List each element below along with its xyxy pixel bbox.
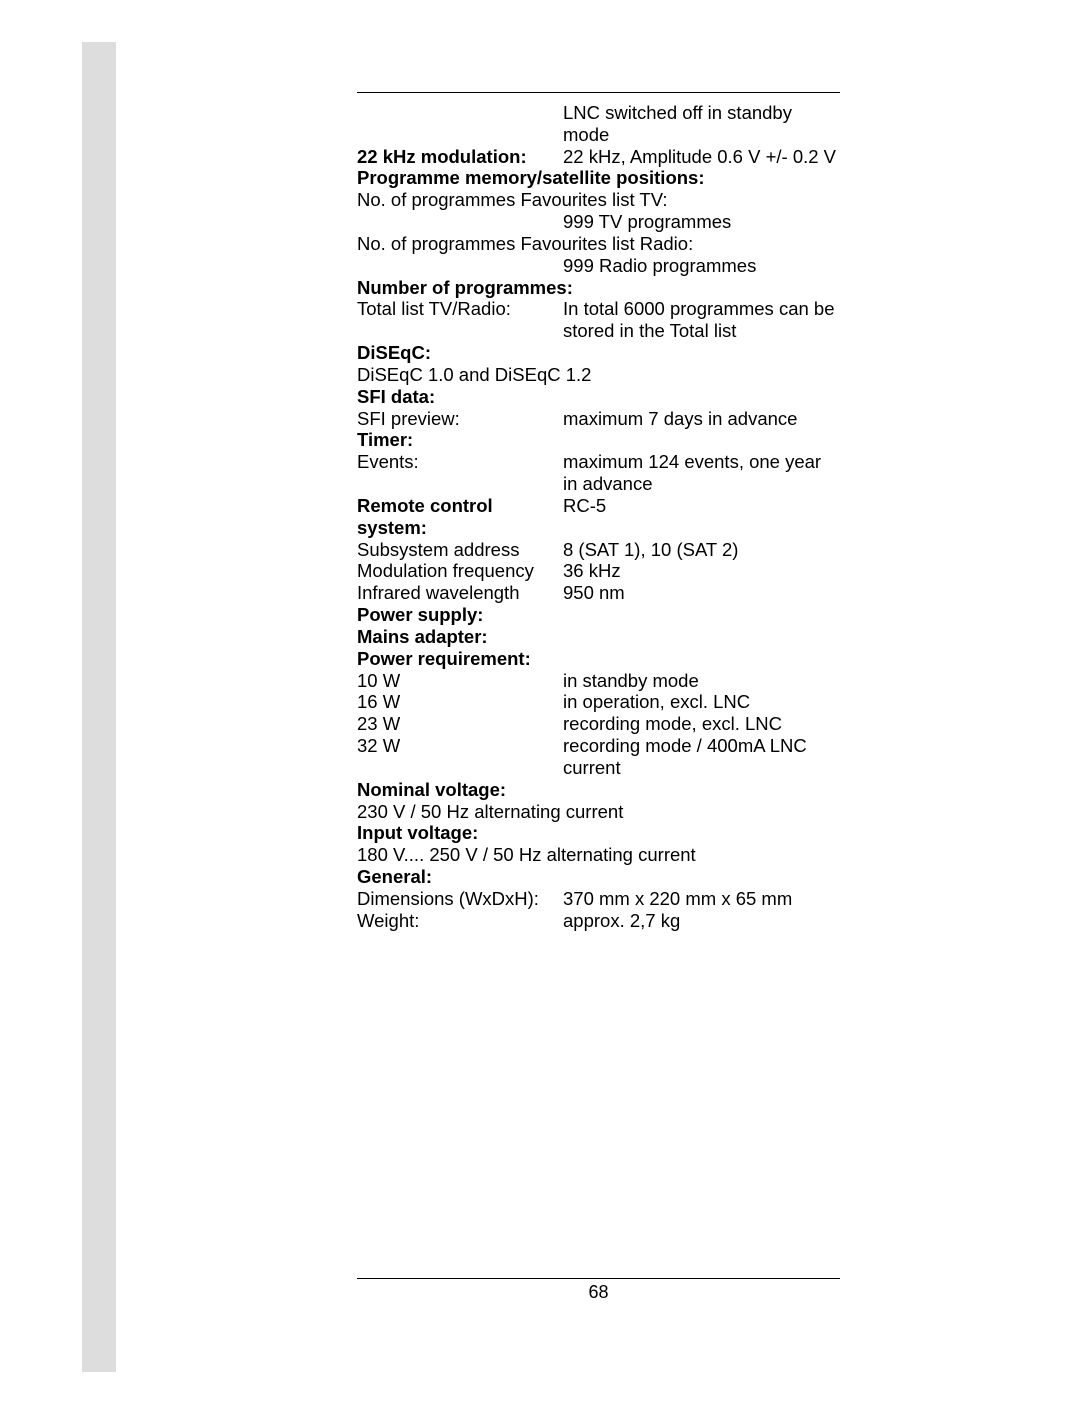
spec-row: 230 V / 50 Hz alternating current <box>357 801 840 823</box>
spec-row: No. of programmes Favourites list TV: <box>357 189 840 211</box>
spec-label: 22 kHz modulation: <box>357 146 563 168</box>
spec-row: Modulation frequency36 kHz <box>357 560 840 582</box>
spec-full-line: Programme memory/satellite positions: <box>357 167 840 189</box>
spec-value: RC-5 <box>563 495 840 539</box>
spec-row: No. of programmes Favourites list Radio: <box>357 233 840 255</box>
spec-row: 16 Win operation, excl. LNC <box>357 691 840 713</box>
spec-value: 370 mm x 220 mm x 65 mm <box>563 888 840 910</box>
spec-value: maximum 124 events, one year in advance <box>563 451 840 495</box>
spec-value: approx. 2,7 kg <box>563 910 840 932</box>
spec-full-line: Power requirement: <box>357 648 840 670</box>
spec-row: DiSEqC: <box>357 342 840 364</box>
spec-full-line: Power supply: <box>357 604 840 626</box>
spec-full-line: No. of programmes Favourites list Radio: <box>357 233 840 255</box>
spec-row: Programme memory/satellite positions: <box>357 167 840 189</box>
spec-row: Total list TV/Radio:In total 6000 progra… <box>357 298 840 342</box>
spec-value: maximum 7 days in advance <box>563 408 840 430</box>
spec-row: Mains adapter: <box>357 626 840 648</box>
page-number: 68 <box>357 1282 840 1303</box>
spec-label: Infrared wavelength <box>357 582 563 604</box>
spec-row: Weight:approx. 2,7 kg <box>357 910 840 932</box>
spec-value: 999 TV programmes <box>563 211 840 233</box>
spec-full-line: Number of programmes: <box>357 277 840 299</box>
spec-label: 32 W <box>357 735 563 779</box>
spec-row: Timer: <box>357 429 840 451</box>
spec-row: General: <box>357 866 840 888</box>
spec-row: Power supply: <box>357 604 840 626</box>
spec-label: Subsystem address <box>357 539 563 561</box>
spec-full-line: DiSEqC 1.0 and DiSEqC 1.2 <box>357 364 840 386</box>
spec-row: Power requirement: <box>357 648 840 670</box>
spec-value: 950 nm <box>563 582 840 604</box>
spec-value: In total 6000 programmes can be stored i… <box>563 298 840 342</box>
spec-label: 23 W <box>357 713 563 735</box>
spec-label: SFI preview: <box>357 408 563 430</box>
spec-full-line: No. of programmes Favourites list TV: <box>357 189 840 211</box>
spec-value: 36 kHz <box>563 560 840 582</box>
spec-label <box>357 211 563 233</box>
spec-label: 16 W <box>357 691 563 713</box>
spec-label: Total list TV/Radio: <box>357 298 563 342</box>
spec-row: Dimensions (WxDxH):370 mm x 220 mm x 65 … <box>357 888 840 910</box>
spec-value: recording mode, excl. LNC <box>563 713 840 735</box>
spec-value: 999 Radio programmes <box>563 255 840 277</box>
spec-row: Input voltage: <box>357 822 840 844</box>
spec-row: Remote control system:RC-5 <box>357 495 840 539</box>
spec-value: in standby mode <box>563 670 840 692</box>
spec-row: 999 TV programmes <box>357 211 840 233</box>
spec-row: Infrared wavelength950 nm <box>357 582 840 604</box>
spec-value: in operation, excl. LNC <box>563 691 840 713</box>
spec-value: recording mode / 400mA LNC current <box>563 735 840 779</box>
spec-full-line: Timer: <box>357 429 840 451</box>
spec-row: LNC switched off in standby mode <box>357 102 840 146</box>
spec-row: 10 Win standby mode <box>357 670 840 692</box>
spec-label <box>357 255 563 277</box>
spec-row: 999 Radio programmes <box>357 255 840 277</box>
spec-value: 8 (SAT 1), 10 (SAT 2) <box>563 539 840 561</box>
spec-full-line: 230 V / 50 Hz alternating current <box>357 801 840 823</box>
spec-row: Events:maximum 124 events, one year in a… <box>357 451 840 495</box>
spec-row: 23 Wrecording mode, excl. LNC <box>357 713 840 735</box>
spec-row: SFI data: <box>357 386 840 408</box>
bottom-divider <box>357 1278 840 1279</box>
spec-label: Remote control system: <box>357 495 563 539</box>
spec-label: Weight: <box>357 910 563 932</box>
spec-row: DiSEqC 1.0 and DiSEqC 1.2 <box>357 364 840 386</box>
spec-full-line: Nominal voltage: <box>357 779 840 801</box>
spec-row: Nominal voltage: <box>357 779 840 801</box>
spec-value: 22 kHz, Amplitude 0.6 V +/- 0.2 V <box>563 146 840 168</box>
spec-full-line: 180 V.... 250 V / 50 Hz alternating curr… <box>357 844 840 866</box>
spec-label: Modulation frequency <box>357 560 563 582</box>
spec-full-line: General: <box>357 866 840 888</box>
spec-full-line: Input voltage: <box>357 822 840 844</box>
spec-row: Subsystem address8 (SAT 1), 10 (SAT 2) <box>357 539 840 561</box>
spec-label: Dimensions (WxDxH): <box>357 888 563 910</box>
spec-row: 32 Wrecording mode / 400mA LNC current <box>357 735 840 779</box>
spec-row: Number of programmes: <box>357 277 840 299</box>
spec-row: SFI preview:maximum 7 days in advance <box>357 408 840 430</box>
spec-label: Events: <box>357 451 563 495</box>
spec-full-line: DiSEqC: <box>357 342 840 364</box>
spec-full-line: SFI data: <box>357 386 840 408</box>
spec-label <box>357 102 563 146</box>
spec-value: LNC switched off in standby mode <box>563 102 840 146</box>
spec-label: 10 W <box>357 670 563 692</box>
spec-row: 180 V.... 250 V / 50 Hz alternating curr… <box>357 844 840 866</box>
spec-full-line: Mains adapter: <box>357 626 840 648</box>
spec-row: 22 kHz modulation:22 kHz, Amplitude 0.6 … <box>357 146 840 168</box>
spec-content: LNC switched off in standby mode22 kHz m… <box>357 92 840 931</box>
